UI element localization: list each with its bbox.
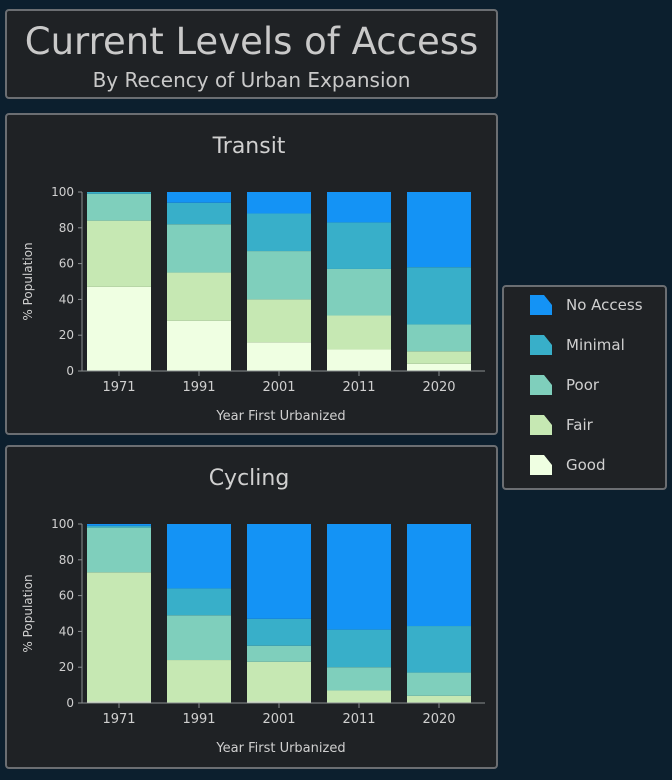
minimal-swatch-icon xyxy=(530,335,552,355)
bar-segment-minimal[interactable] xyxy=(327,629,391,668)
bar-segment-no-access[interactable] xyxy=(247,192,311,214)
legend-panel: No Access Minimal Poor Fair Good xyxy=(502,285,667,490)
transit-chart-panel: Transit 0 20 40 60 80 100 % Population 1971 1991 2… xyxy=(5,113,498,435)
bar-segment-poor[interactable] xyxy=(167,224,231,273)
x-axis-label: Year First Urbanized xyxy=(215,409,345,424)
no-access-swatch-icon xyxy=(530,295,552,315)
x-tick-label: 2001 xyxy=(262,380,295,395)
x-tick-label: 2011 xyxy=(342,712,375,727)
y-tick-label: 0 xyxy=(66,364,74,378)
page-subtitle: By Recency of Urban Expansion xyxy=(92,68,411,92)
bar-segment-minimal[interactable] xyxy=(247,618,311,646)
x-tick-label: 1991 xyxy=(182,380,215,395)
bar-segment-poor[interactable] xyxy=(407,672,471,696)
bar-segment-good[interactable] xyxy=(247,342,311,371)
bar-segment-poor[interactable] xyxy=(407,324,471,352)
legend-item-no-access[interactable]: No Access xyxy=(528,291,643,319)
y-tick-label: 80 xyxy=(59,553,74,567)
bar-segment-minimal[interactable] xyxy=(87,525,151,528)
bar-segment-good[interactable] xyxy=(87,701,151,703)
bar-segment-fair[interactable] xyxy=(327,690,391,703)
bar-segment-poor[interactable] xyxy=(247,251,311,300)
y-tick-label: 100 xyxy=(51,185,74,199)
bar-segment-minimal[interactable] xyxy=(407,626,471,673)
y-tick-label: 0 xyxy=(66,696,74,710)
legend-label: Poor xyxy=(566,376,600,394)
y-axis-label: % Population xyxy=(21,242,35,320)
legend-label: Good xyxy=(566,456,606,474)
bar-segment-poor[interactable] xyxy=(327,268,391,316)
y-tick-label: 60 xyxy=(59,257,74,271)
bar-segment-fair[interactable] xyxy=(407,695,471,703)
legend-item-good[interactable]: Good xyxy=(528,451,606,479)
y-tick-label: 20 xyxy=(59,328,74,342)
y-tick-label: 40 xyxy=(59,624,74,638)
y-axis-label: % Population xyxy=(21,574,35,652)
bar-segment-no-access[interactable] xyxy=(327,524,391,630)
bar-segment-fair[interactable] xyxy=(167,660,231,703)
bar-segment-no-access[interactable] xyxy=(167,192,231,203)
legend-item-poor[interactable]: Poor xyxy=(528,371,599,399)
cycling-chart-panel: Cycling 0 20 40 60 80 100 % Population 1971 1991 2… xyxy=(5,445,498,769)
bar-segment-minimal[interactable] xyxy=(167,588,231,616)
title-panel: Current Levels of Access By Recency of U… xyxy=(5,9,498,99)
x-tick-label: 1971 xyxy=(102,380,135,395)
bar-segment-poor[interactable] xyxy=(327,667,391,691)
x-tick-label: 1991 xyxy=(182,712,215,727)
bar-segment-minimal[interactable] xyxy=(327,222,391,269)
x-tick-label: 2001 xyxy=(262,712,295,727)
bar-segment-no-access[interactable] xyxy=(87,524,151,526)
bar-segment-fair[interactable] xyxy=(167,272,231,321)
x-axis-label: Year First Urbanized xyxy=(215,741,345,756)
legend-label: Minimal xyxy=(566,336,625,354)
bar-segment-good[interactable] xyxy=(407,363,471,371)
transit-chart: Transit 0 20 40 60 80 100 % Population 1971 1991 2… xyxy=(21,134,485,424)
bar-segment-good[interactable] xyxy=(247,701,311,703)
bar-segment-poor[interactable] xyxy=(87,527,151,573)
y-tick-label: 60 xyxy=(59,589,74,603)
y-tick-label: 20 xyxy=(59,660,74,674)
bar-segment-fair[interactable] xyxy=(87,572,151,702)
bar-segment-good[interactable] xyxy=(87,286,151,371)
legend-item-minimal[interactable]: Minimal xyxy=(528,331,625,359)
x-tick-label: 2020 xyxy=(422,712,455,727)
page-title: Current Levels of Access xyxy=(24,20,479,63)
bar-segment-minimal[interactable] xyxy=(407,267,471,325)
bar-segment-no-access[interactable] xyxy=(407,524,471,627)
cycling-chart-title: Cycling xyxy=(209,466,290,491)
y-tick-label: 80 xyxy=(59,221,74,235)
y-tick-label: 100 xyxy=(51,517,74,531)
x-tick-label: 2011 xyxy=(342,380,375,395)
bar-segment-poor[interactable] xyxy=(87,193,151,221)
legend-item-fair[interactable]: Fair xyxy=(528,411,593,439)
bar-segment-fair[interactable] xyxy=(327,315,391,350)
bar-segment-minimal[interactable] xyxy=(87,192,151,194)
cycling-chart: Cycling 0 20 40 60 80 100 % Population 1971 1991 2… xyxy=(21,466,485,756)
good-swatch-icon xyxy=(530,455,552,475)
transit-chart-title: Transit xyxy=(212,134,286,159)
legend-label: No Access xyxy=(566,296,643,314)
fair-swatch-icon xyxy=(530,415,552,435)
x-tick-label: 2020 xyxy=(422,380,455,395)
bar-segment-minimal[interactable] xyxy=(247,213,311,252)
bar-segment-fair[interactable] xyxy=(247,661,311,702)
bar-segment-fair[interactable] xyxy=(407,351,471,364)
bar-segment-fair[interactable] xyxy=(87,220,151,287)
y-tick-label: 40 xyxy=(59,292,74,306)
bar-segment-good[interactable] xyxy=(327,349,391,371)
x-tick-label: 1971 xyxy=(102,712,135,727)
legend-label: Fair xyxy=(566,416,593,434)
bar-segment-no-access[interactable] xyxy=(327,192,391,223)
bar-segment-no-access[interactable] xyxy=(407,192,471,268)
bar-segment-minimal[interactable] xyxy=(167,202,231,225)
bar-segment-no-access[interactable] xyxy=(247,524,311,619)
bar-segment-poor[interactable] xyxy=(167,615,231,661)
bar-segment-poor[interactable] xyxy=(247,645,311,662)
bar-segment-fair[interactable] xyxy=(247,299,311,343)
poor-swatch-icon xyxy=(530,375,552,395)
bar-segment-no-access[interactable] xyxy=(167,524,231,589)
bar-segment-good[interactable] xyxy=(167,320,231,371)
